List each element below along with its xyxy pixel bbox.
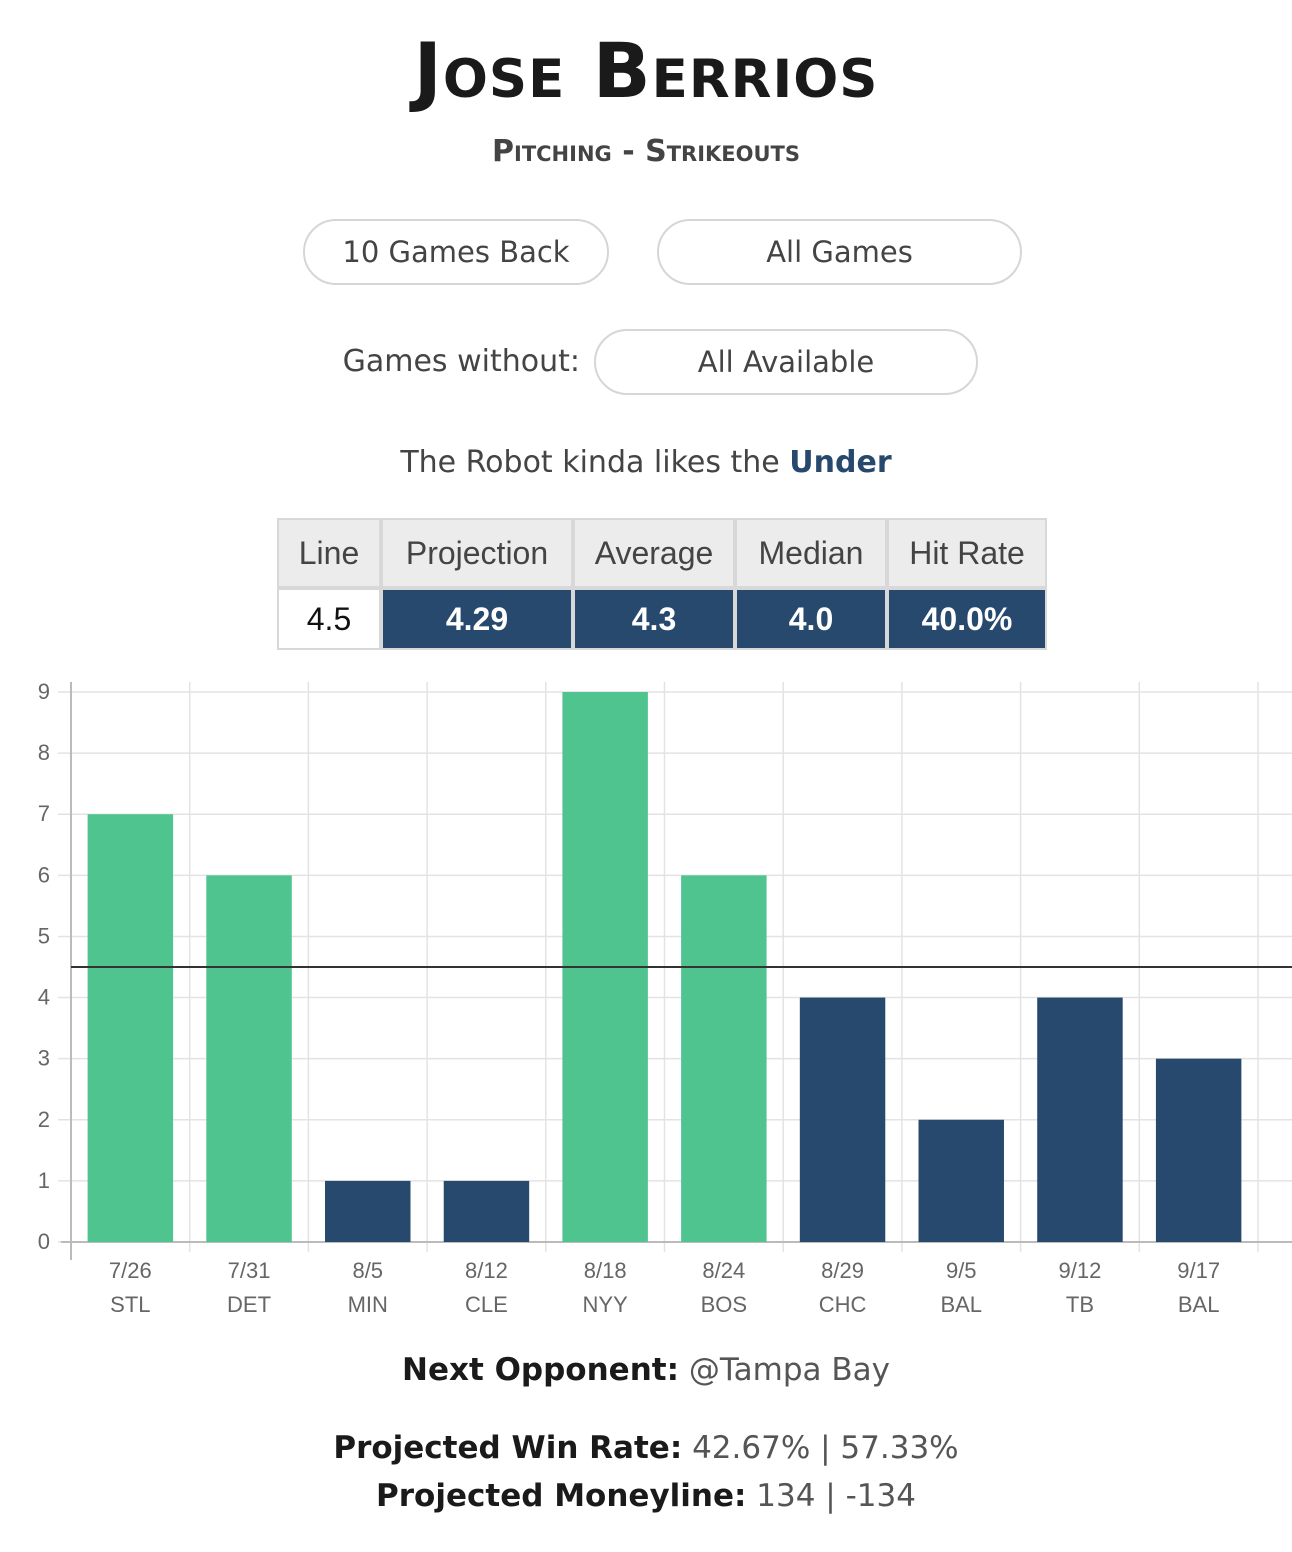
- x-tick-date: 9/5: [946, 1258, 977, 1283]
- bar-8-29: [799, 997, 886, 1242]
- y-tick-label: 6: [38, 862, 50, 887]
- bar-9-5: [918, 1119, 1004, 1242]
- x-tick-date: 9/17: [1177, 1258, 1220, 1283]
- next-opponent-label: Next Opponent:: [402, 1352, 679, 1388]
- bar-7-31: [206, 875, 292, 1242]
- next-opponent-value: @Tampa Bay: [688, 1352, 890, 1388]
- games-back-button[interactable]: 10 Games Back: [303, 219, 609, 285]
- next-opponent: Next Opponent: @Tampa Bay: [0, 1352, 1292, 1388]
- bar-8-24: [681, 875, 767, 1242]
- y-tick-label: 3: [38, 1046, 50, 1071]
- value-average: 4.3: [573, 588, 735, 650]
- header-median: Median: [735, 518, 887, 588]
- bar-9-12: [1037, 997, 1123, 1242]
- x-tick-date: 8/29: [821, 1258, 864, 1283]
- x-tick-date: 7/26: [109, 1258, 152, 1283]
- x-tick-opponent: CHC: [819, 1292, 867, 1317]
- y-tick-label: 5: [38, 923, 50, 948]
- stat-category: Pitching - Strikeouts: [492, 134, 800, 169]
- moneyline-value: 134 | -134: [756, 1478, 916, 1514]
- x-tick-opponent: NYY: [583, 1292, 629, 1317]
- stats-table: Line Projection Average Median Hit Rate …: [277, 518, 1047, 650]
- games-without-select[interactable]: All Available: [594, 329, 978, 395]
- x-tick-date: 7/31: [228, 1258, 271, 1283]
- y-tick-label: 7: [38, 801, 50, 826]
- win-rate-label: Projected Win Rate:: [333, 1430, 683, 1466]
- bar-7-26: [87, 814, 174, 1242]
- x-tick-date: 8/18: [584, 1258, 627, 1283]
- header-projection: Projection: [381, 518, 573, 588]
- x-tick-opponent: BOS: [701, 1292, 747, 1317]
- y-tick-label: 1: [38, 1168, 50, 1193]
- win-rate-value: 42.67% | 57.33%: [692, 1430, 959, 1466]
- header-hit-rate: Hit Rate: [887, 518, 1047, 588]
- strikeouts-bar-chart: 0 1 2 3 4 5 6 7 8 9 7/26 STL 7/31 DET 8/5 MIN 8/12 CLE 8/1…: [38, 679, 1292, 1317]
- projected-moneyline: Projected Moneyline: 134 | -134: [0, 1478, 1292, 1514]
- player-name: Jose Berrios: [413, 26, 879, 115]
- bar-8-5: [325, 1180, 411, 1242]
- projected-win-rate: Projected Win Rate: 42.67% | 57.33%: [0, 1430, 1292, 1466]
- games-without-label: Games without:: [342, 344, 580, 379]
- value-line: 4.5: [277, 588, 381, 650]
- y-tick-label: 2: [38, 1107, 50, 1132]
- header-average: Average: [573, 518, 735, 588]
- x-tick-date: 8/12: [465, 1258, 508, 1283]
- x-tick-opponent: STL: [110, 1292, 150, 1317]
- bar-9-17: [1155, 1058, 1242, 1242]
- value-median: 4.0: [735, 588, 887, 650]
- stats-header-row: Line Projection Average Median Hit Rate: [277, 518, 1047, 588]
- y-tick-label: 0: [38, 1229, 50, 1254]
- value-hit-rate: 40.0%: [887, 588, 1047, 650]
- bar-8-12: [443, 1180, 530, 1242]
- stats-value-row: 4.5 4.29 4.3 4.0 40.0%: [277, 588, 1047, 650]
- x-tick-opponent: BAL: [1178, 1292, 1220, 1317]
- x-tick-date: 9/12: [1059, 1258, 1102, 1283]
- moneyline-label: Projected Moneyline:: [376, 1478, 747, 1514]
- y-tick-label: 8: [38, 740, 50, 765]
- all-games-button[interactable]: All Games: [657, 219, 1022, 285]
- robot-verdict: The Robot kinda likes the Under: [0, 445, 1292, 480]
- x-tick-date: 8/24: [702, 1258, 745, 1283]
- x-tick-date: 8/5: [352, 1258, 383, 1283]
- x-tick-opponent: CLE: [465, 1292, 508, 1317]
- x-tick-opponent: BAL: [940, 1292, 982, 1317]
- y-tick-label: 4: [38, 985, 50, 1010]
- value-projection: 4.29: [381, 588, 573, 650]
- x-tick-opponent: TB: [1066, 1292, 1094, 1317]
- y-tick-label: 9: [38, 679, 50, 704]
- verdict-prefix: The Robot kinda likes the: [400, 445, 780, 480]
- x-tick-opponent: DET: [227, 1292, 271, 1317]
- verdict-pick: Under: [789, 445, 892, 480]
- header-line: Line: [277, 518, 381, 588]
- x-tick-opponent: MIN: [348, 1292, 388, 1317]
